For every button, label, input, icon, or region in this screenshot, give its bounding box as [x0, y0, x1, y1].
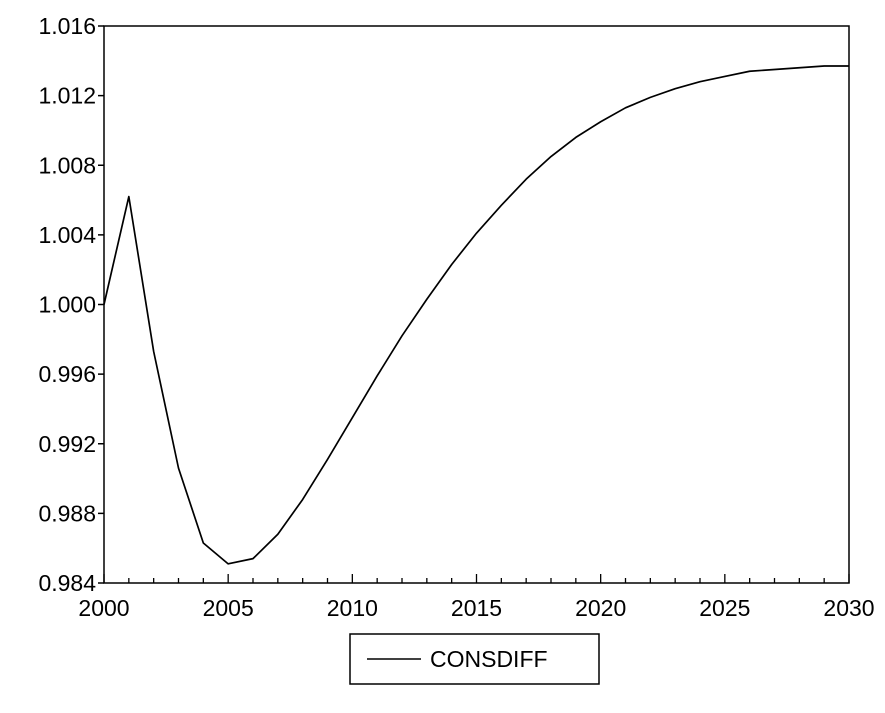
series-layer	[103, 65, 849, 565]
plot-area	[103, 25, 850, 584]
y-tick-label: 0.996	[38, 361, 96, 387]
x-tick-label: 2005	[203, 595, 254, 621]
y-tick-label: 1.016	[38, 13, 96, 39]
x-axis: 2000 2005 2010 2015 2020 2025 2030	[78, 574, 875, 621]
x-tick-label: 2015	[451, 595, 502, 621]
plot-frame	[103, 25, 850, 584]
y-tick-label: 0.992	[38, 431, 96, 457]
y-tick-label: 0.984	[38, 570, 96, 596]
x-tick-label: 2000	[78, 595, 129, 621]
y-tick-label: 1.012	[38, 83, 96, 109]
y-axis: 1.016 1.012 1.008 1.004 1.000 0.996 0.992 0.988…	[38, 13, 104, 596]
x-tick-label: 2020	[575, 595, 626, 621]
y-tick-label: 0.988	[38, 500, 96, 526]
legend-label-consdiff: CONSDIFF	[430, 646, 548, 672]
y-tick-label: 1.000	[38, 292, 96, 318]
legend: CONSDIFF	[349, 633, 600, 685]
x-tick-label: 2025	[699, 595, 750, 621]
series-line-consdiff	[103, 65, 849, 565]
y-tick-label: 1.008	[38, 152, 96, 178]
x-tick-label: 2010	[327, 595, 378, 621]
x-tick-label: 2030	[823, 595, 874, 621]
y-tick-label: 1.004	[38, 222, 96, 248]
